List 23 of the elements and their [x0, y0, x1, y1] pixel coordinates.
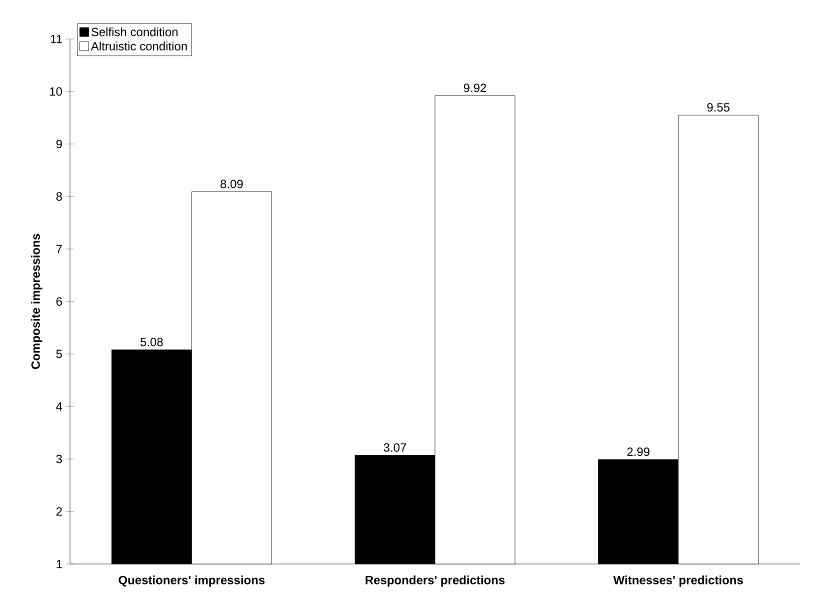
y-tick-label: 5 [56, 350, 62, 358]
x-tick-label: Questioners' impressions [118, 576, 265, 587]
y-tick-label: 6 [56, 297, 62, 306]
y-tick-label: 7 [56, 244, 62, 254]
y-tick-label: 11 [50, 34, 62, 44]
y-tick-label: 4 [56, 402, 62, 411]
data-label: 8.09 [220, 180, 243, 188]
legend-label: Selfish condition [91, 27, 178, 36]
data-label: 3.07 [384, 443, 406, 452]
x-tick-label: Responders' predictions [366, 576, 505, 587]
y-tick-label: 2 [56, 507, 62, 516]
y-tick-label: 3 [56, 454, 62, 464]
data-label: 5.08 [140, 338, 163, 346]
data-label: 2.99 [627, 447, 650, 456]
y-tick-label: 10 [50, 87, 62, 96]
y-tick-label: 8 [56, 192, 62, 201]
y-axis-title: Composite impressions [31, 234, 42, 370]
legend-label: Altruistic condition [90, 42, 187, 50]
y-tick-label: 9 [56, 140, 62, 148]
data-label: 9.92 [464, 84, 486, 92]
x-tick-label: Witnesses' predictions [613, 576, 743, 587]
y-tick-label: 1 [56, 560, 62, 568]
data-label: 9.55 [707, 103, 730, 112]
